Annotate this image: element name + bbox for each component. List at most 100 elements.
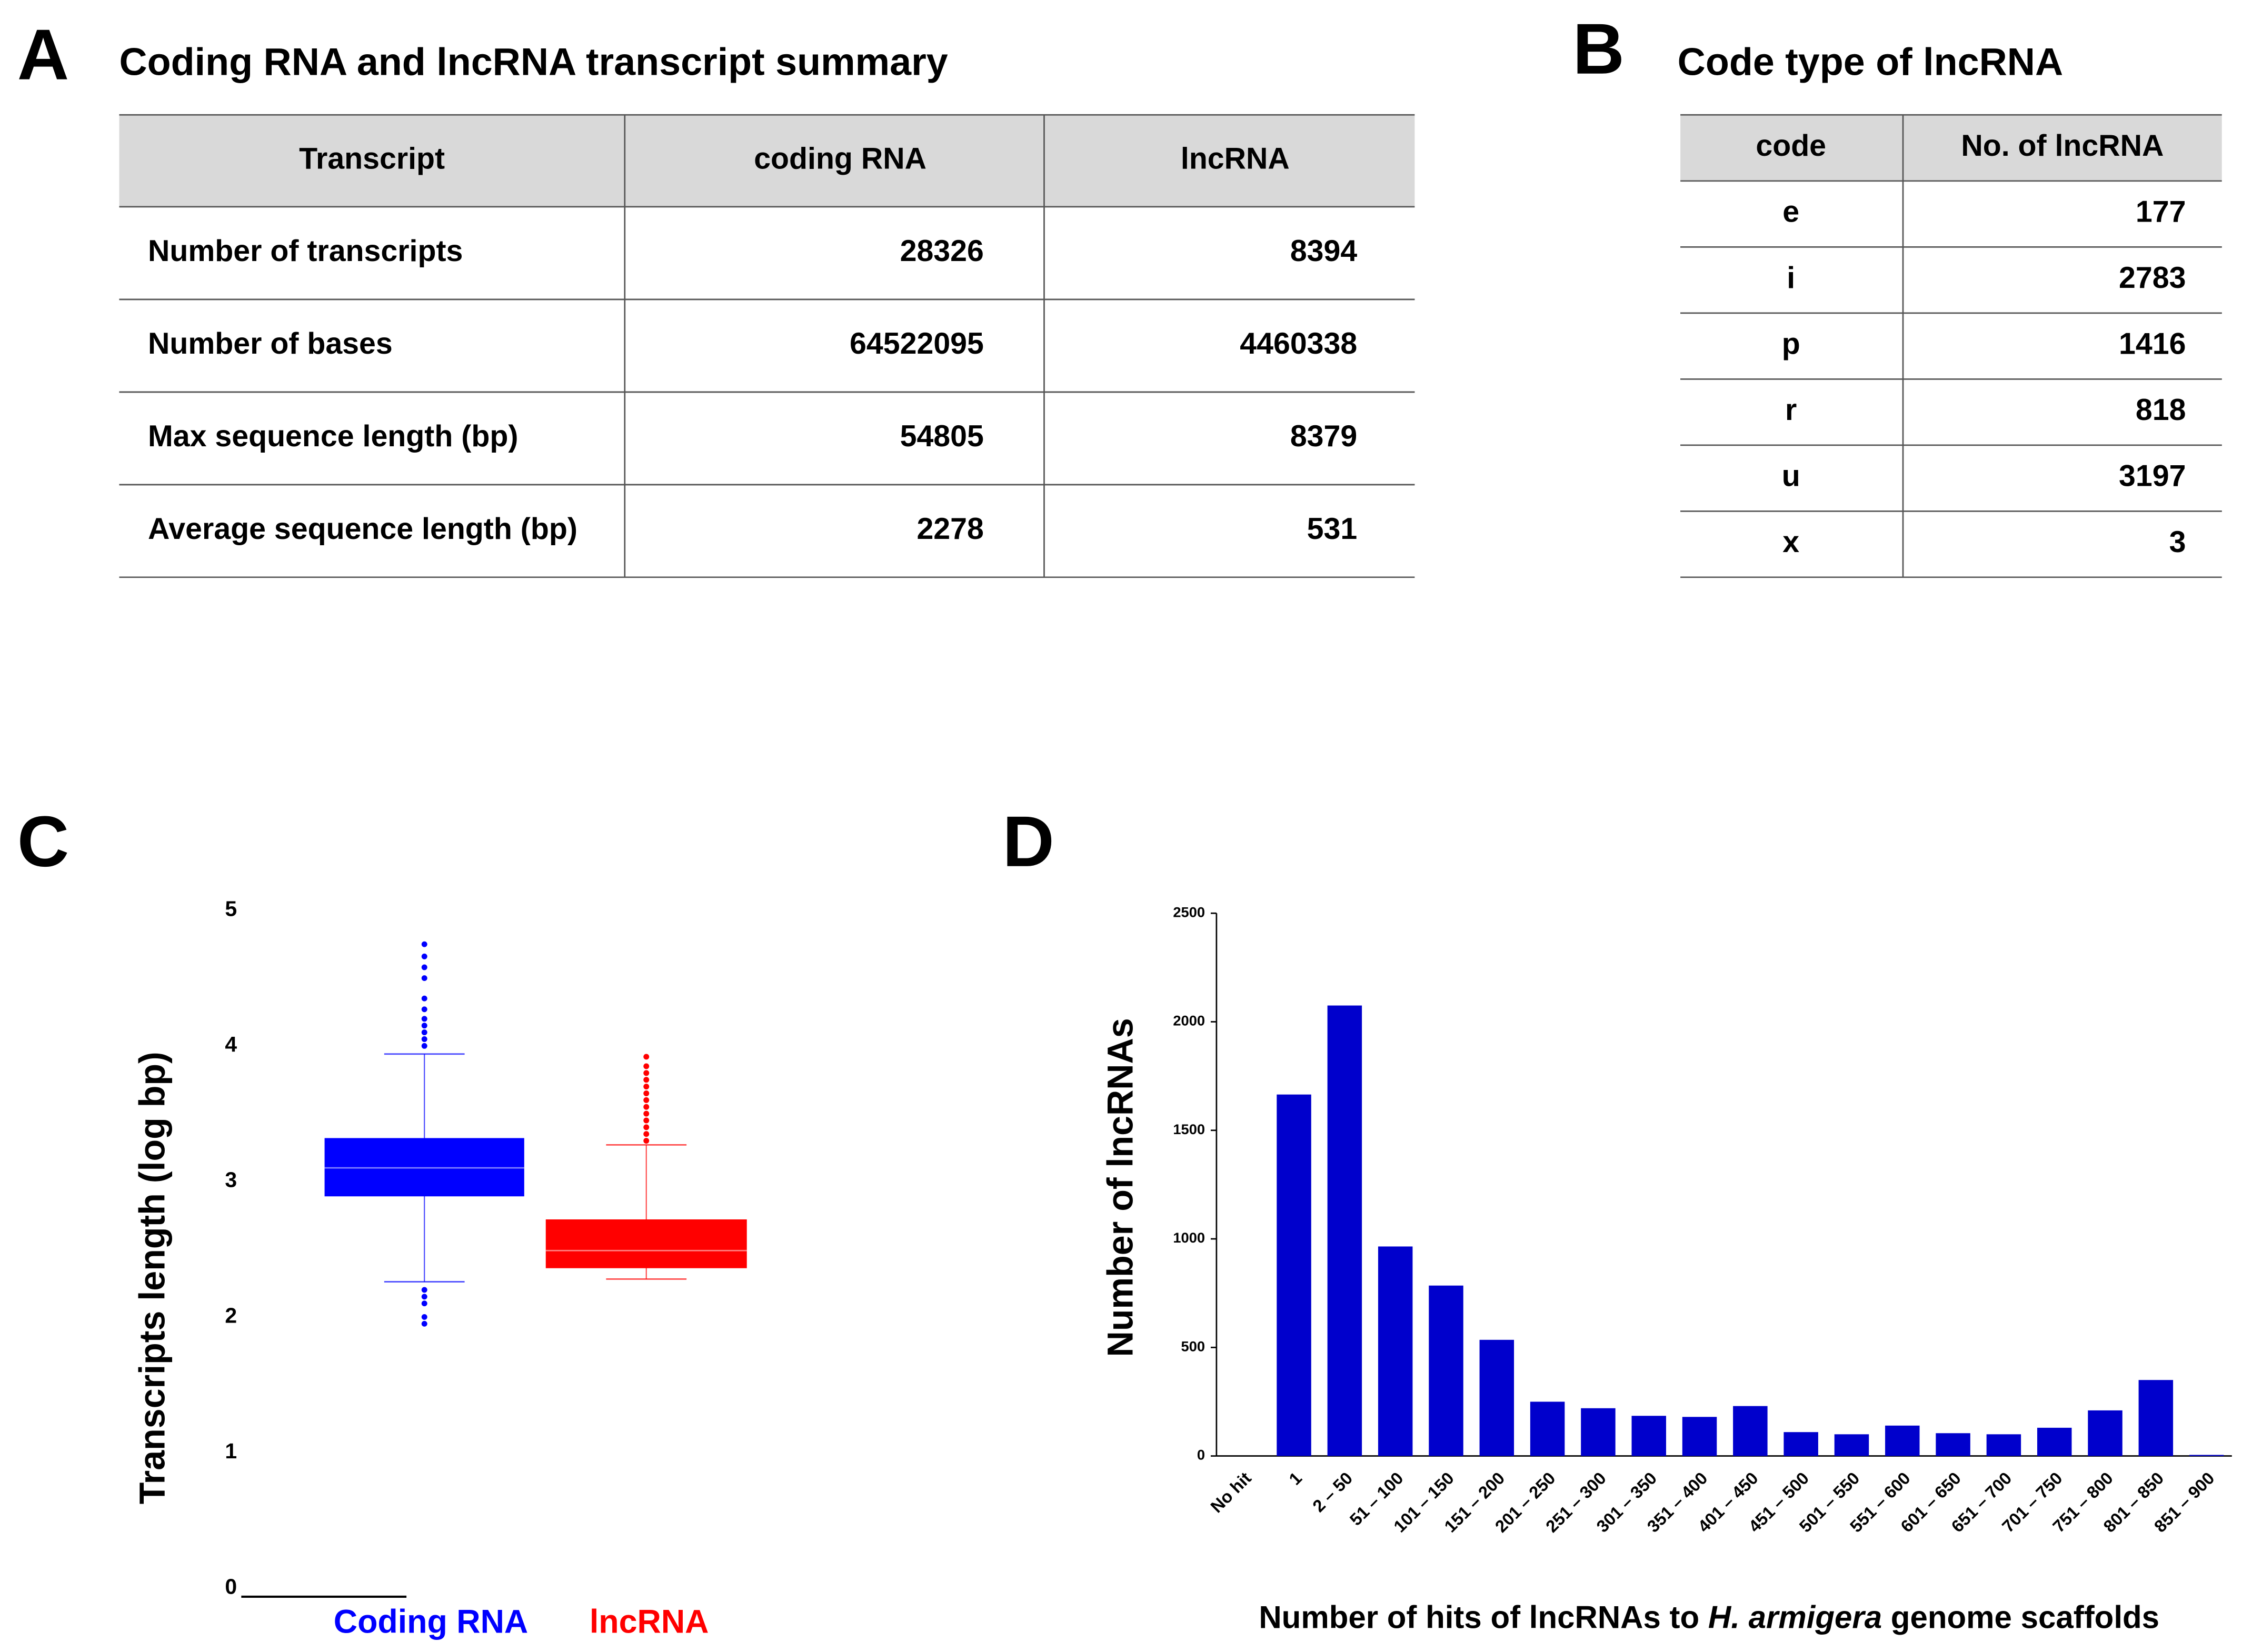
outlier	[421, 995, 427, 1002]
table-cell: e	[1782, 195, 1799, 229]
bar	[1429, 1285, 1463, 1456]
y-tick-label: 500	[1181, 1338, 1205, 1354]
y-tick-label: 0	[225, 1574, 237, 1598]
table-cell: 1416	[2119, 327, 2186, 361]
x-axis-label-part: genome scaffolds	[1882, 1599, 2159, 1635]
outlier	[421, 975, 427, 982]
bar	[1936, 1433, 1970, 1456]
table-header: No. of lncRNA	[1961, 129, 2164, 163]
table-cell: p	[1782, 327, 1800, 361]
table-cell: Number of transcripts	[148, 234, 463, 268]
panel-letter: B	[1573, 9, 1625, 89]
table-cell: Number of bases	[148, 327, 393, 361]
outlier	[421, 1043, 427, 1049]
table-header: lncRNA	[1181, 142, 1290, 176]
y-tick-label: 2	[225, 1303, 237, 1327]
table-cell: 2783	[2119, 261, 2186, 295]
outlier	[643, 1090, 650, 1096]
bar	[1581, 1408, 1616, 1456]
bar	[2088, 1410, 2123, 1456]
outlier	[643, 1070, 650, 1076]
table-cell: 531	[1307, 512, 1358, 546]
outlier	[421, 1287, 427, 1293]
table-cell: x	[1782, 525, 1799, 559]
outlier	[643, 1097, 650, 1103]
table-cell: Max sequence length (bp)	[148, 419, 518, 453]
y-tick-label: 1	[225, 1439, 237, 1463]
x-axis-label-part: Number of hits of lncRNAs to	[1259, 1599, 1708, 1635]
table-cell: 54805	[900, 419, 984, 453]
table-cell: 4460338	[1240, 327, 1357, 361]
table-header-bg	[119, 115, 1415, 207]
bar	[1733, 1406, 1768, 1456]
bar	[2189, 1455, 2224, 1456]
outlier	[421, 1006, 427, 1013]
outlier	[421, 1036, 427, 1042]
bar	[2037, 1427, 2072, 1456]
x-axis-label-part: H. armigera	[1708, 1599, 1882, 1635]
bar	[1277, 1094, 1311, 1456]
bar	[1327, 1005, 1362, 1456]
bar	[1885, 1425, 1920, 1456]
outlier	[421, 1029, 427, 1036]
bar	[2138, 1380, 2174, 1456]
y-tick-label: 5	[225, 897, 237, 921]
outlier	[421, 1294, 427, 1300]
table-cell: 177	[2136, 195, 2186, 229]
bar	[1631, 1416, 1666, 1456]
table-cell: 3	[2169, 525, 2186, 559]
table-cell: 8379	[1290, 419, 1357, 453]
table-cell: 818	[2136, 393, 2186, 427]
outlier	[421, 1314, 427, 1320]
y-axis-label: Number of lncRNAs	[1101, 1018, 1141, 1357]
outlier	[643, 1117, 650, 1124]
bar	[1986, 1434, 2021, 1456]
bar	[1834, 1434, 1869, 1456]
table-title: Code type of lncRNA	[1678, 39, 2063, 83]
x-tick-label: No hit	[1207, 1468, 1255, 1517]
box	[545, 1219, 747, 1268]
outlier	[421, 1320, 427, 1327]
bar	[1682, 1417, 1717, 1456]
y-tick-label: 0	[1197, 1447, 1205, 1463]
table-header: Transcript	[299, 142, 445, 176]
panel-letter: A	[17, 15, 69, 95]
y-tick-label: 1000	[1173, 1229, 1205, 1246]
table-header: code	[1756, 129, 1826, 163]
outlier	[421, 1300, 427, 1307]
x-axis-label: Number of hits of lncRNAs to H. armigera…	[1259, 1599, 2159, 1635]
table-title: Coding RNA and lncRNA transcript summary	[119, 39, 948, 83]
outlier	[421, 1016, 427, 1022]
table-cell: Average sequence length (bp)	[148, 512, 577, 546]
x-tick-label: 2 – 50	[1309, 1468, 1356, 1516]
table-cell: 28326	[900, 234, 984, 268]
y-tick-label: 1500	[1173, 1121, 1205, 1137]
y-tick-label: 4	[225, 1032, 237, 1056]
outlier	[643, 1110, 650, 1117]
table-cell: 3197	[2119, 459, 2186, 493]
table-cell: r	[1785, 393, 1797, 427]
outlier	[643, 1138, 650, 1144]
table-cell: 8394	[1290, 234, 1358, 268]
outlier	[421, 941, 427, 947]
table-cell: 2278	[916, 512, 983, 546]
bar	[1378, 1246, 1413, 1456]
category-label: Coding RNA	[334, 1603, 528, 1640]
outlier	[421, 953, 427, 959]
table-cell: 64522095	[850, 327, 984, 361]
bar	[1783, 1432, 1818, 1456]
outlier	[643, 1063, 650, 1069]
outlier	[421, 964, 427, 970]
bar	[1530, 1401, 1565, 1456]
table-cell: u	[1782, 459, 1800, 493]
y-tick-label: 2500	[1173, 904, 1205, 920]
outlier	[643, 1104, 650, 1110]
outlier	[643, 1124, 650, 1130]
outlier	[643, 1084, 650, 1090]
panel-letter: D	[1002, 802, 1054, 882]
table-cell: i	[1787, 261, 1795, 295]
outlier	[643, 1054, 650, 1060]
table-header-bg	[1680, 115, 2222, 181]
panel-letter: C	[17, 802, 69, 882]
